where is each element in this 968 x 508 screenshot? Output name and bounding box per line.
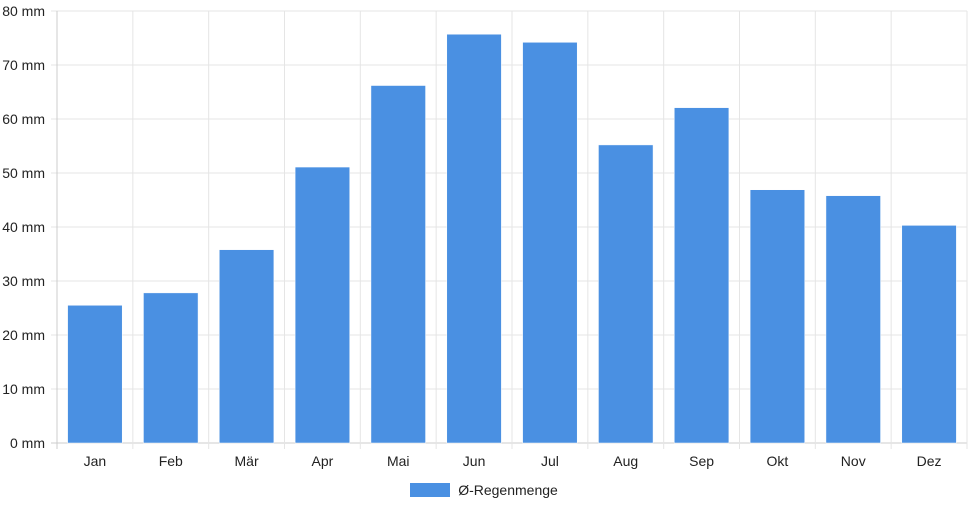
x-tick-label: Apr: [312, 453, 334, 469]
x-tick-label: Nov: [841, 453, 866, 469]
y-tick-label: 80 mm: [2, 3, 45, 19]
bar-dez[interactable]: [901, 225, 957, 444]
x-tick-label: Okt: [767, 453, 789, 469]
bar-apr[interactable]: [294, 166, 350, 444]
x-tick-label: Mär: [235, 453, 259, 469]
bar-mai[interactable]: [370, 85, 426, 444]
y-tick-label: 40 mm: [2, 219, 45, 235]
bar-feb[interactable]: [143, 292, 199, 444]
legend-swatch: [410, 483, 451, 497]
x-tick-label: Jun: [463, 453, 486, 469]
y-tick-label: 20 mm: [2, 327, 45, 343]
bar-jan[interactable]: [67, 305, 123, 444]
x-tick-label: Mai: [387, 453, 410, 469]
y-tick-label: 50 mm: [2, 165, 45, 181]
bar-sep[interactable]: [674, 107, 730, 444]
bar-layer: [67, 33, 957, 444]
x-tick-label: Aug: [613, 453, 638, 469]
x-tick-label: Sep: [689, 453, 714, 469]
y-tick-label: 60 mm: [2, 111, 45, 127]
bar-nov[interactable]: [825, 195, 881, 444]
x-tick-label: Jan: [84, 453, 107, 469]
bar-okt[interactable]: [749, 189, 805, 444]
bar-mär[interactable]: [219, 249, 275, 444]
bar-jun[interactable]: [446, 33, 502, 444]
axis-layer: 0 mm 10 mm 20 mm 30 mm 40 mm 50 mm 60 mm 70 mm 8…: [2, 3, 941, 469]
y-tick-label: 10 mm: [2, 381, 45, 397]
y-tick-label: 70 mm: [2, 57, 45, 73]
grid-layer: [51, 10, 968, 449]
x-tick-label: Feb: [159, 453, 183, 469]
legend[interactable]: Ø-Regenmenge: [0, 478, 968, 502]
bar-jul[interactable]: [522, 42, 578, 444]
legend-label: Ø-Regenmenge: [458, 482, 558, 498]
y-tick-label: 30 mm: [2, 273, 45, 289]
bar-aug[interactable]: [598, 144, 654, 444]
x-tick-label: Dez: [917, 453, 942, 469]
x-tick-label: Jul: [541, 453, 559, 469]
y-tick-label: 0 mm: [10, 435, 45, 451]
